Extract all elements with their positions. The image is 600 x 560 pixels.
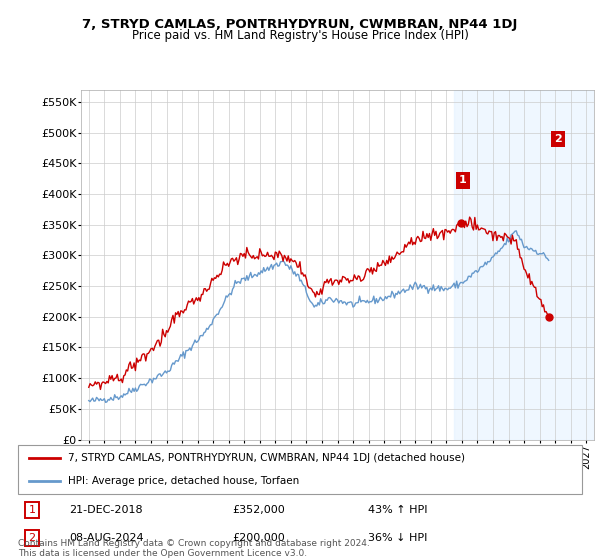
Text: 1: 1 <box>459 175 467 185</box>
Text: 08-AUG-2024: 08-AUG-2024 <box>69 533 143 543</box>
Text: 43% ↑ HPI: 43% ↑ HPI <box>368 505 427 515</box>
FancyBboxPatch shape <box>18 445 582 494</box>
Text: 7, STRYD CAMLAS, PONTRHYDYRUN, CWMBRAN, NP44 1DJ: 7, STRYD CAMLAS, PONTRHYDYRUN, CWMBRAN, … <box>82 18 518 31</box>
Text: 7, STRYD CAMLAS, PONTRHYDYRUN, CWMBRAN, NP44 1DJ (detached house): 7, STRYD CAMLAS, PONTRHYDYRUN, CWMBRAN, … <box>68 453 464 463</box>
Text: 2: 2 <box>29 533 35 543</box>
Text: 21-DEC-2018: 21-DEC-2018 <box>69 505 142 515</box>
Text: Price paid vs. HM Land Registry's House Price Index (HPI): Price paid vs. HM Land Registry's House … <box>131 29 469 42</box>
Text: 36% ↓ HPI: 36% ↓ HPI <box>368 533 427 543</box>
Text: 1: 1 <box>29 505 35 515</box>
Text: 2: 2 <box>554 134 562 144</box>
Text: Contains HM Land Registry data © Crown copyright and database right 2024.
This d: Contains HM Land Registry data © Crown c… <box>18 539 370 558</box>
Bar <box>454 90 594 440</box>
Text: HPI: Average price, detached house, Torfaen: HPI: Average price, detached house, Torf… <box>68 475 299 486</box>
Text: £352,000: £352,000 <box>232 505 285 515</box>
Text: £200,000: £200,000 <box>232 533 285 543</box>
